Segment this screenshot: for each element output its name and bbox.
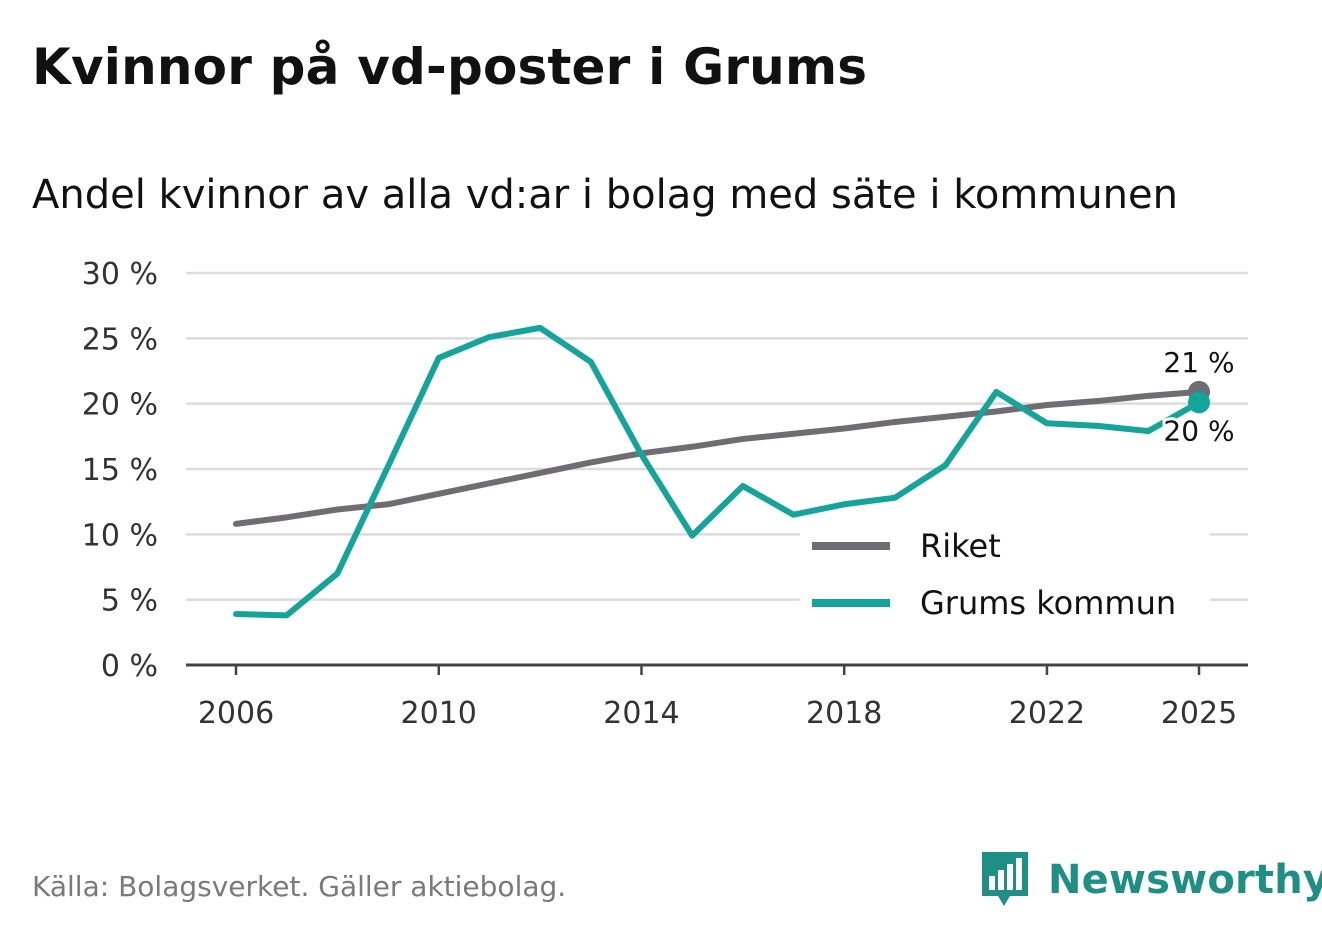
series-line-riket <box>233 388 1202 527</box>
x-tick-label: 2014 <box>603 696 679 731</box>
end-value-labels: 21 % 20 % <box>1160 346 1237 450</box>
x-tick-label: 2010 <box>401 696 477 731</box>
y-tick-label: 15 % <box>82 453 158 488</box>
y-tick-label: 10 % <box>82 518 158 553</box>
y-tick-label: 30 % <box>82 257 158 292</box>
y-tick-label: 25 % <box>82 322 158 357</box>
end-label-riket: 21 % <box>1163 346 1234 379</box>
brand-logo[interactable]: Newsworthy <box>980 850 1322 910</box>
end-label-grums: 20 % <box>1163 414 1234 447</box>
brand-name: Newsworthy <box>1048 857 1322 903</box>
x-tick-label: 2006 <box>198 696 274 731</box>
x-axis-ticks: 2006 2010 2014 2018 2022 2025 <box>198 665 1237 731</box>
chart-legend: Riket Grums kommun <box>800 520 1210 627</box>
y-tick-label: 5 % <box>101 584 158 619</box>
series-line-grums <box>233 324 1202 619</box>
x-tick-label: 2022 <box>1009 696 1085 731</box>
x-tick-label: 2018 <box>806 696 882 731</box>
y-tick-label: 20 % <box>82 388 158 423</box>
legend-label-riket: Riket <box>920 527 1001 565</box>
x-tick-label: 2025 <box>1161 696 1237 731</box>
chart-subtitle: Andel kvinnor av alla vd:ar i bolag med … <box>32 172 1178 218</box>
newsworthy-logo-icon <box>982 852 1028 906</box>
y-tick-label: 0 % <box>101 649 158 684</box>
series-lines <box>233 324 1210 619</box>
legend-label-grums: Grums kommun <box>920 584 1176 622</box>
source-note: Källa: Bolagsverket. Gäller aktiebolag. <box>32 870 567 903</box>
y-axis-ticks: 0 % 5 % 10 % 15 % 20 % 25 % 30 % <box>82 257 158 684</box>
end-point-grums <box>1188 391 1210 414</box>
chart-title: Kvinnor på vd-poster i Grums <box>32 38 868 96</box>
